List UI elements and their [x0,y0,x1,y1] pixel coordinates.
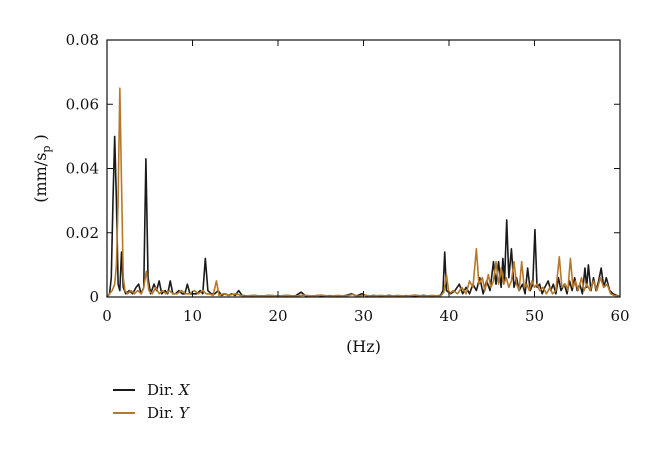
x-tick-label: 20 [268,307,287,325]
y-tick-label: 0.02 [66,224,99,242]
series-line-dir-x [106,135,621,298]
y-tick-label: 0.04 [66,160,99,178]
ticks-layer [106,39,621,298]
y-axis-label: (mm/sp ) [31,134,53,203]
y-axis-label-close: ) [31,134,50,145]
y-tick-label: 0 [89,288,99,306]
labels-layer: 0 10 20 30 40 50 60 0 0.02 0.04 0.06 0.08 [66,31,630,325]
y-axis-label-subscript: p [40,146,53,153]
y-tick-label: 0.08 [66,31,99,49]
x-tick-label: 30 [354,307,373,325]
x-tick-label: 40 [439,307,458,325]
legend-label-dir-x: Dir. X [147,381,191,399]
legend-label-dir-y: Dir. Y [147,404,191,422]
x-axis-label: (Hz) [346,337,381,356]
legend-label-dir-x-axis: X [178,381,191,399]
legend-label-dir-x-prefix: Dir. [147,381,179,399]
series-line-dir-y [106,87,621,298]
x-tick-label: 60 [610,307,629,325]
x-tick-label: 0 [102,307,112,325]
x-tick-label: 50 [525,307,544,325]
legend: Dir. X Dir. Y [113,381,191,422]
y-axis-label-main: (mm/s [31,153,50,203]
y-tick-label: 0.06 [66,95,99,113]
plot-frame [106,39,621,298]
x-tick-label: 10 [183,307,202,325]
series-layer [106,87,621,298]
legend-label-dir-y-prefix: Dir. [147,404,179,422]
legend-label-dir-y-axis: Y [179,404,191,422]
